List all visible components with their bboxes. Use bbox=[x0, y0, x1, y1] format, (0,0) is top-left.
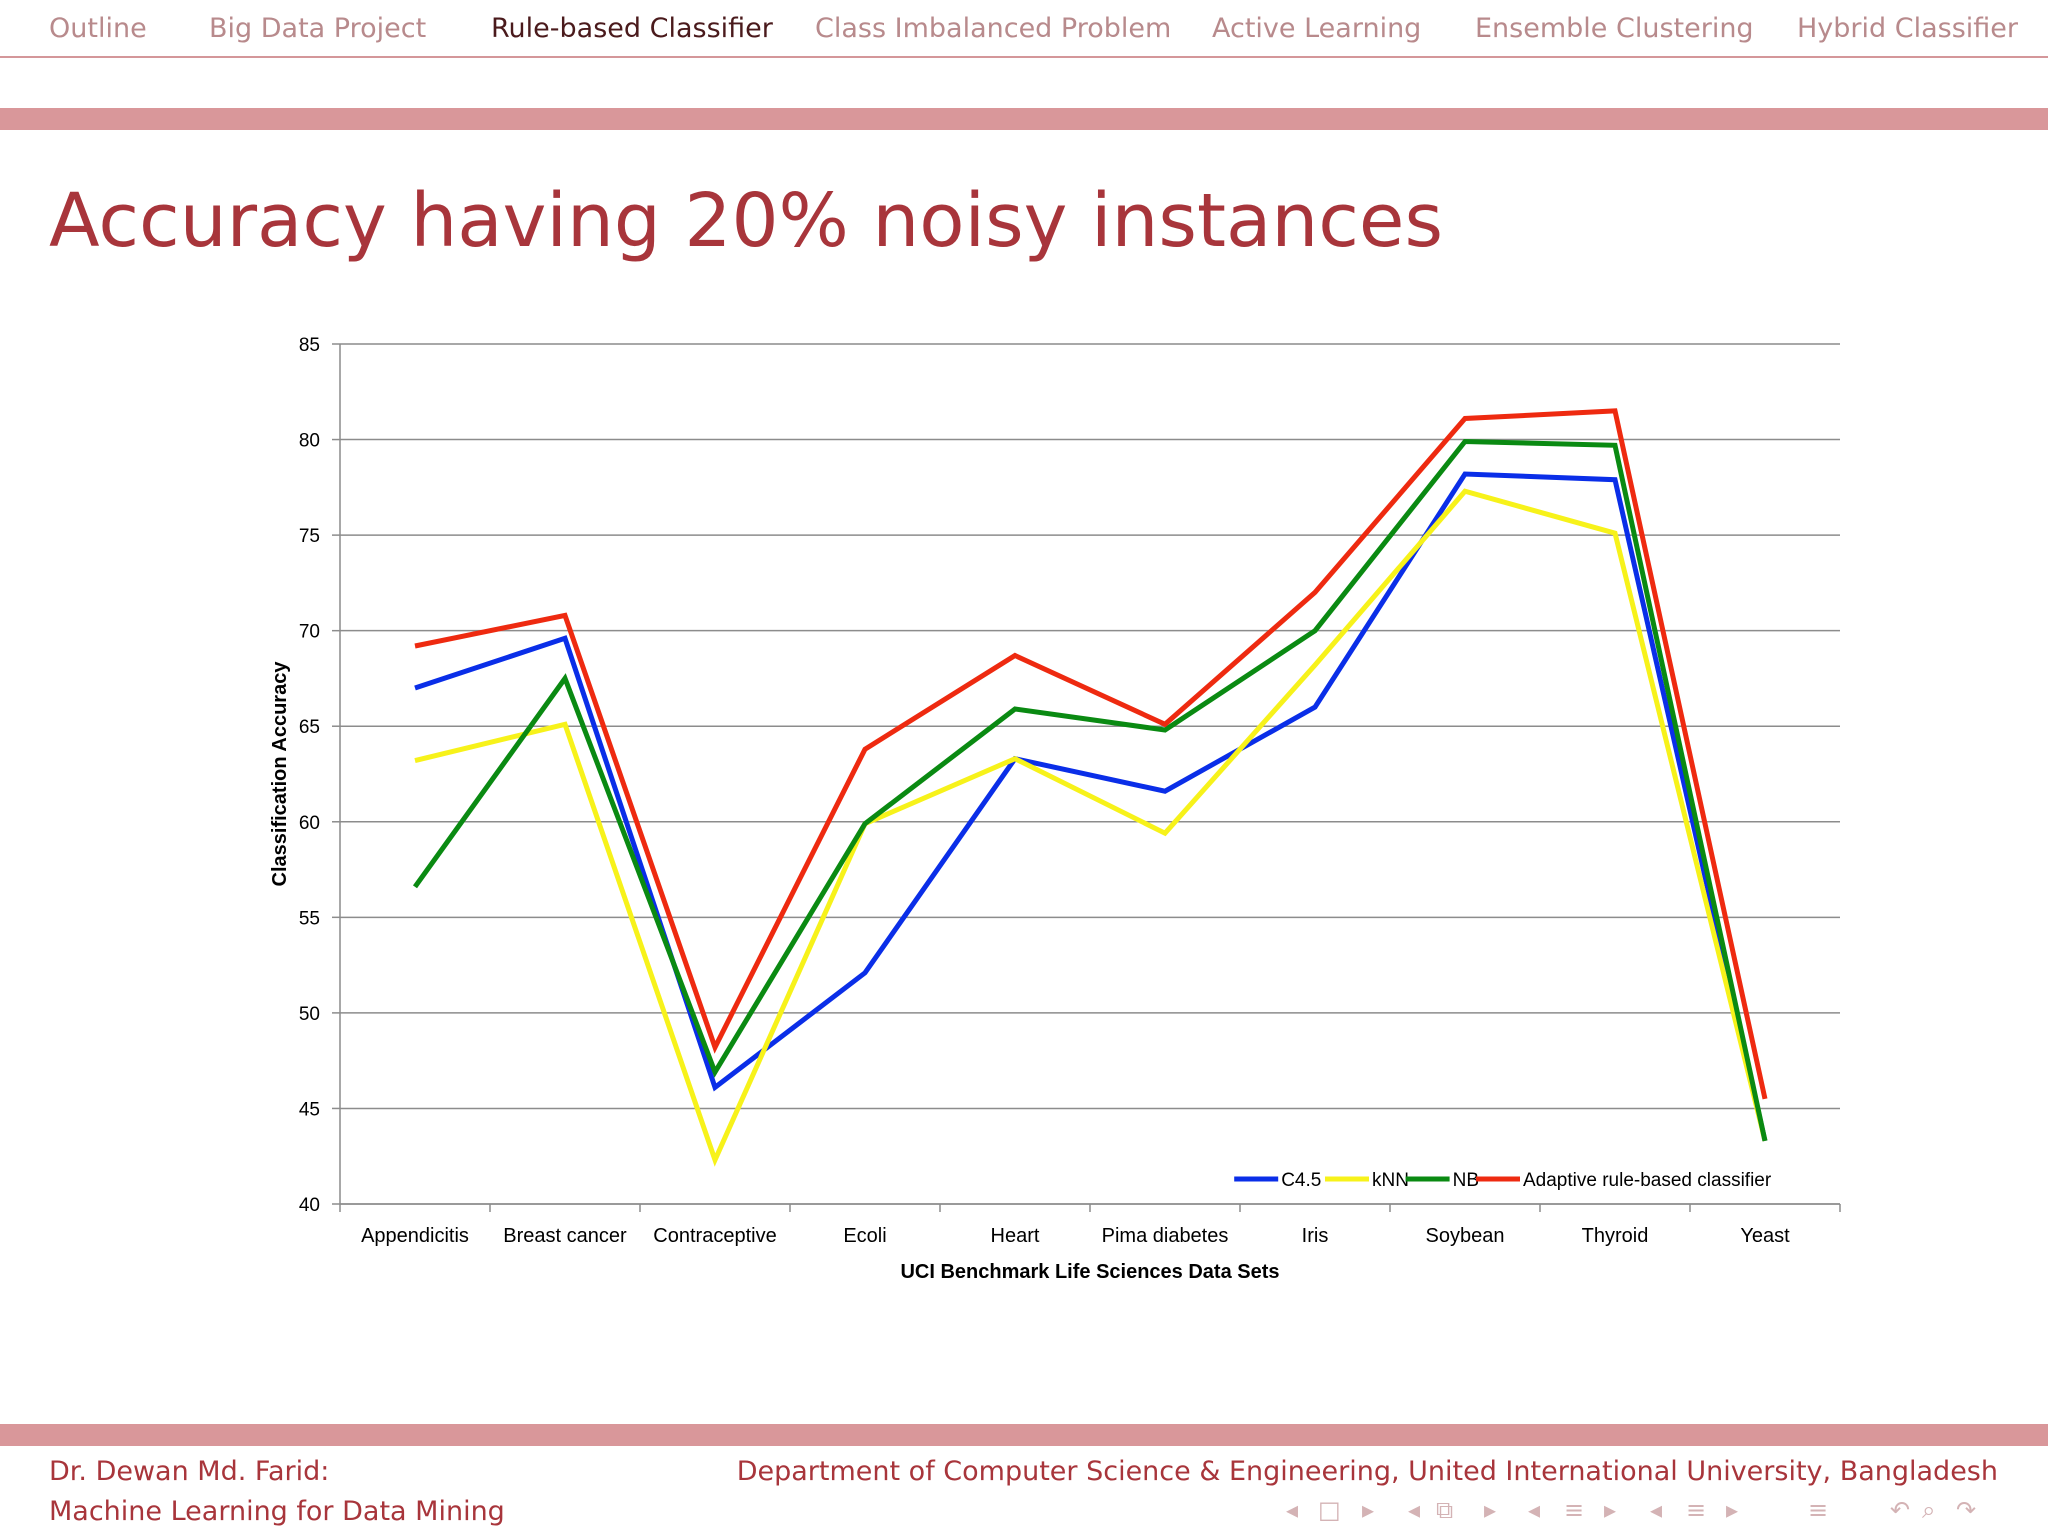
x-tick-label: Pima diabetes bbox=[1102, 1225, 1229, 1247]
axis-labels: 40 45 50 55 60 65 70 75 80 85 Appendicitis Breast c… bbox=[269, 335, 1790, 1283]
axes bbox=[332, 343, 1841, 1212]
series-line-3 bbox=[414, 408, 1768, 1100]
nav-search-icon[interactable]: ⌕ bbox=[1922, 1496, 1936, 1524]
y-axis-title: Classification Accuracy bbox=[269, 661, 291, 887]
series-line-1 bbox=[414, 488, 1768, 1167]
footer-band bbox=[0, 1424, 2048, 1446]
y-tick-label: 45 bbox=[299, 1099, 320, 1120]
nav-prev-frame-icon[interactable]: ◂ bbox=[1408, 1496, 1421, 1524]
x-tick-label: Soybean bbox=[1426, 1225, 1505, 1247]
top-navigation: Outline Big Data Project Rule-based Clas… bbox=[0, 0, 2048, 58]
x-tick-label: Yeast bbox=[1740, 1225, 1790, 1247]
legend-label-3: Adaptive rule-based classifier bbox=[1523, 1170, 1772, 1191]
y-tick-label: 60 bbox=[299, 813, 320, 834]
x-tick-label: Contraceptive bbox=[653, 1225, 776, 1247]
x-axis-title: UCI Benchmark Life Sciences Data Sets bbox=[900, 1261, 1279, 1283]
x-tick-label: Iris bbox=[1302, 1225, 1329, 1247]
nav-prev-slide-icon[interactable]: ◂ bbox=[1286, 1496, 1299, 1524]
y-tick-label: 80 bbox=[299, 431, 320, 452]
nav-next-section-icon[interactable]: ▸ bbox=[1726, 1496, 1739, 1524]
nav-item-outline[interactable]: Outline bbox=[49, 13, 147, 44]
footer-course: Machine Learning for Data Mining bbox=[49, 1496, 505, 1527]
nav-forward-icon[interactable]: ↷ bbox=[1956, 1496, 1977, 1524]
legend-label-0: C4.5 bbox=[1281, 1170, 1321, 1191]
header-band bbox=[0, 108, 2048, 130]
x-tick-label: Heart bbox=[991, 1225, 1040, 1247]
nav-toc-icon[interactable]: ≡ bbox=[1808, 1496, 1829, 1524]
legend: C4.5 kNN NB Adaptive rule-based classifier bbox=[1234, 1170, 1772, 1191]
x-tick-label: Breast cancer bbox=[503, 1225, 627, 1247]
x-tick-label: Appendicitis bbox=[361, 1225, 469, 1247]
nav-item-active-learning[interactable]: Active Learning bbox=[1212, 13, 1422, 44]
legend-label-1: kNN bbox=[1372, 1170, 1409, 1191]
y-tick-label: 75 bbox=[299, 526, 320, 547]
nav-subsection-icon[interactable]: ≡ bbox=[1564, 1496, 1585, 1524]
y-tick-label: 55 bbox=[299, 908, 320, 929]
x-tick-label: Thyroid bbox=[1582, 1225, 1649, 1247]
y-tick-label: 65 bbox=[299, 717, 320, 738]
nav-item-rule-based-classifier[interactable]: Rule-based Classifier bbox=[491, 13, 773, 44]
nav-frame-icon[interactable]: ⧉ bbox=[1436, 1496, 1454, 1524]
y-tick-label: 50 bbox=[299, 1004, 320, 1025]
nav-prev-subsection-icon[interactable]: ◂ bbox=[1528, 1496, 1541, 1524]
footer-author: Dr. Dewan Md. Farid: bbox=[49, 1456, 330, 1487]
nav-prev-section-icon[interactable]: ◂ bbox=[1650, 1496, 1663, 1524]
x-tick-label: Ecoli bbox=[843, 1225, 886, 1247]
nav-slide-icon[interactable]: □ bbox=[1318, 1496, 1341, 1524]
nav-section-icon[interactable]: ≡ bbox=[1686, 1496, 1707, 1524]
line-chart: 40 45 50 55 60 65 70 75 80 85 Appendicitis Breast c… bbox=[269, 335, 1841, 1283]
y-tick-label: 85 bbox=[299, 335, 320, 356]
y-tick-label: 70 bbox=[299, 622, 320, 643]
nav-item-class-imbalanced-problem[interactable]: Class Imbalanced Problem bbox=[815, 13, 1172, 44]
y-tick-label: 40 bbox=[299, 1195, 320, 1216]
nav-next-slide-icon[interactable]: ▸ bbox=[1362, 1496, 1375, 1524]
nav-next-frame-icon[interactable]: ▸ bbox=[1484, 1496, 1497, 1524]
series-line-0 bbox=[414, 471, 1768, 1142]
series-lines bbox=[412, 408, 1768, 1167]
nav-item-ensemble-clustering[interactable]: Ensemble Clustering bbox=[1475, 13, 1754, 44]
nav-item-hybrid-classifier[interactable]: Hybrid Classifier bbox=[1797, 13, 2018, 44]
nav-back-icon[interactable]: ↶ bbox=[1890, 1496, 1911, 1524]
footer-affiliation: Department of Computer Science & Enginee… bbox=[736, 1456, 1998, 1487]
nav-item-big-data-project[interactable]: Big Data Project bbox=[209, 13, 427, 44]
slide-title: Accuracy having 20% noisy instances bbox=[49, 178, 1444, 264]
legend-label-2: NB bbox=[1453, 1170, 1479, 1191]
series-line-2 bbox=[412, 438, 1768, 1142]
nav-next-subsection-icon[interactable]: ▸ bbox=[1604, 1496, 1617, 1524]
